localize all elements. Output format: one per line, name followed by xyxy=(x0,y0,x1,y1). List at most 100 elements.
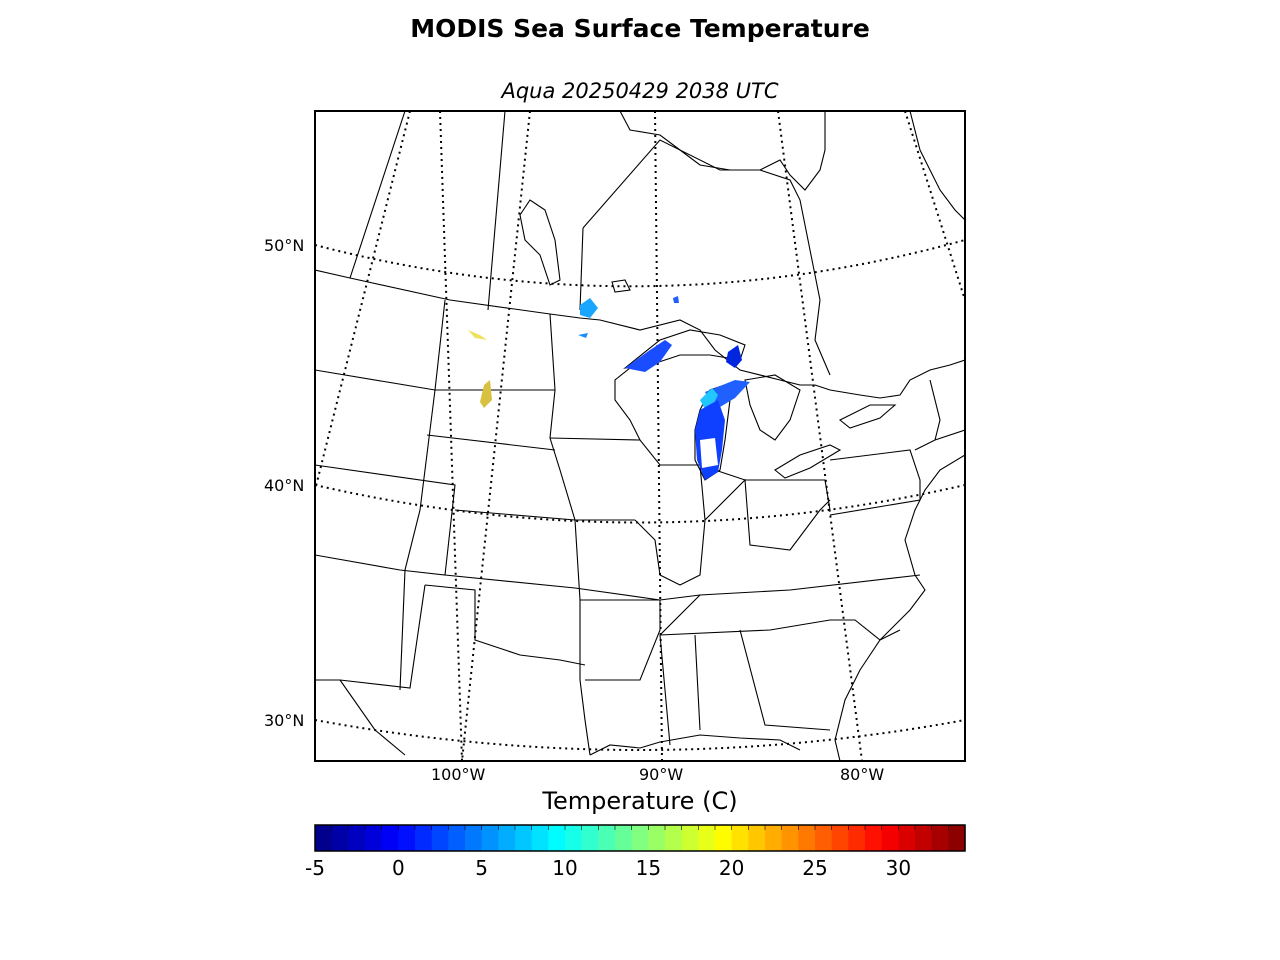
meridian-100w-b xyxy=(461,111,531,761)
lake-erie-outline xyxy=(774,444,842,479)
colorbar-cell xyxy=(648,825,666,851)
colorbar-cell xyxy=(665,825,683,851)
lat-label-30n: 30°N xyxy=(264,711,305,730)
colorbar xyxy=(314,824,966,852)
sst-data xyxy=(468,296,750,480)
state-lines-4 xyxy=(426,434,556,451)
colorbar-cell xyxy=(381,825,399,851)
colorbar-cell xyxy=(515,825,533,851)
colorbar-cell xyxy=(465,825,483,851)
colorbar-label: Temperature (C) xyxy=(542,787,738,815)
state-lines-8 xyxy=(424,584,586,666)
sst-lake-superior-east xyxy=(726,345,742,368)
chart-subtitle: Aqua 20250429 2038 UTC xyxy=(501,79,779,103)
meridian-100w xyxy=(439,111,463,761)
lake-nipigon xyxy=(611,279,631,293)
colorbar-cell xyxy=(581,825,599,851)
province-line-3 xyxy=(582,139,821,301)
colorbar-tick-label: 5 xyxy=(475,856,489,880)
lon-label-90w: 90°W xyxy=(639,765,684,784)
sst-lake-of-woods xyxy=(673,296,679,303)
colorbar-cell xyxy=(781,825,799,851)
state-lines-20 xyxy=(694,634,701,731)
colorbar-cell xyxy=(831,825,849,851)
state-lines-6 xyxy=(454,509,635,521)
colorbar-tick-label: 20 xyxy=(718,856,745,880)
colorbar-cell xyxy=(865,825,883,851)
lat-label-50n: 50°N xyxy=(264,236,305,255)
province-line-4 xyxy=(814,299,831,376)
hudson-coast xyxy=(619,111,826,191)
lon-label-100w: 100°W xyxy=(431,765,486,784)
lon-label-80w: 80°W xyxy=(840,765,885,784)
sst-small-lake xyxy=(578,333,588,338)
colorbar-cell xyxy=(448,825,466,851)
colorbar-cell xyxy=(848,825,866,851)
sst-lake-michigan-cloud xyxy=(700,438,718,468)
state-lines-19 xyxy=(659,594,701,746)
state-lines-3 xyxy=(315,464,456,576)
colorbar-cell xyxy=(331,825,349,851)
colorbar-cell xyxy=(315,825,333,851)
state-lines-16 xyxy=(699,464,831,511)
colorbar-cell xyxy=(915,825,933,851)
colorbar-cell xyxy=(798,825,816,851)
colorbar-cell xyxy=(948,825,966,851)
colorbar-tick-label: -5 xyxy=(305,856,325,880)
colorbar-tick-label: 0 xyxy=(391,856,405,880)
state-lines-12 xyxy=(580,599,661,681)
state-lines-west xyxy=(399,299,446,691)
colorbar-cell xyxy=(398,825,416,851)
colorbar-cell xyxy=(365,825,383,851)
colorbar-cell xyxy=(415,825,433,851)
colorbar-cell xyxy=(481,825,499,851)
sst-lake-superior-west xyxy=(580,298,598,318)
colorbar-cell xyxy=(598,825,616,851)
colorbar-tick-label: 25 xyxy=(802,856,828,880)
colorbar-cell xyxy=(748,825,766,851)
colorbar-frame xyxy=(314,824,966,852)
us-canada-border xyxy=(315,269,965,399)
state-lines-22 xyxy=(829,449,921,516)
lake-ontario-outline xyxy=(838,404,897,429)
colorbar-tick-label: 30 xyxy=(885,856,912,880)
colorbar-cell xyxy=(498,825,516,851)
colorbar-cells xyxy=(315,825,966,851)
state-lines-11 xyxy=(574,519,591,756)
parallel-30n xyxy=(315,719,965,751)
colorbar-cell xyxy=(898,825,916,851)
colorbar-cell xyxy=(681,825,699,851)
meridian-90w xyxy=(654,111,663,761)
graticule xyxy=(315,111,965,761)
parallel-40n xyxy=(315,484,965,524)
colorbar-cell xyxy=(698,825,716,851)
sst-missouri-reservoir-1 xyxy=(468,330,487,340)
sst-missouri-reservoir-2 xyxy=(480,380,492,408)
state-lines-15 xyxy=(634,478,831,586)
colorbar-cell xyxy=(715,825,733,851)
chart-title: MODIS Sea Surface Temperature xyxy=(410,14,870,43)
state-lines-21 xyxy=(739,629,831,731)
colorbar-cell xyxy=(931,825,949,851)
state-lines-7 xyxy=(444,574,661,601)
state-lines-23 xyxy=(914,429,965,451)
state-lines-18 xyxy=(659,619,901,641)
colorbar-tick-label: 15 xyxy=(635,856,662,880)
colorbar-cell xyxy=(431,825,449,851)
colorbar-tick-label: 10 xyxy=(552,856,578,880)
province-line-5 xyxy=(349,111,406,279)
colorbar-cell xyxy=(615,825,633,851)
meridian-80w xyxy=(777,111,863,761)
lake-winnipeg-outline xyxy=(519,199,561,286)
state-lines-17 xyxy=(659,574,921,601)
colorbar-cell xyxy=(631,825,649,851)
state-lines-10 xyxy=(339,679,406,756)
map-geography xyxy=(315,111,965,761)
colorbar-cell xyxy=(815,825,833,851)
state-lines-13 xyxy=(549,437,706,521)
colorbar-cell xyxy=(565,825,583,851)
map-frame xyxy=(314,110,966,762)
lake-superior-outline xyxy=(623,329,746,369)
colorbar-cell xyxy=(531,825,549,851)
